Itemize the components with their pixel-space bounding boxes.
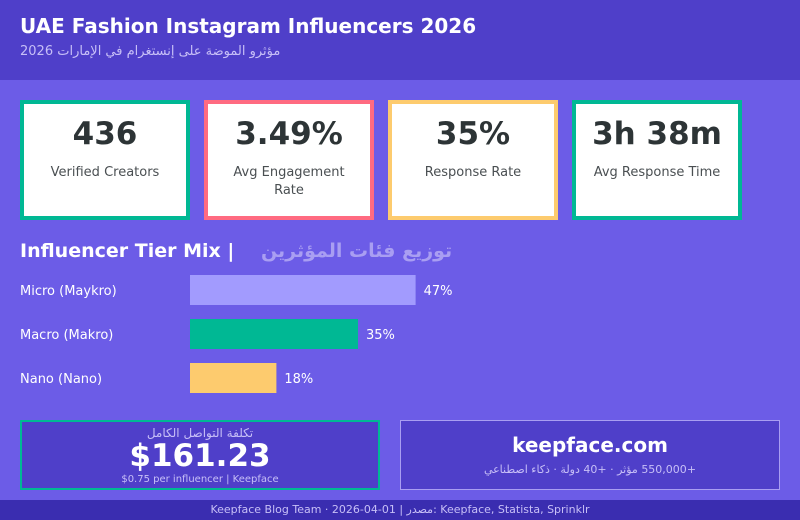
stat-card-response-time: 3h 38m Avg Response Time [572,100,742,220]
tier-bar [190,363,277,393]
page-title: UAE Fashion Instagram Influencers 2026 [20,14,477,38]
stat-card-response-rate: 35% Response Rate [388,100,558,220]
outreach-cost-box: تكلفة التواصل الكامل $161.23 $0.75 per i… [20,420,380,490]
stat-label: Avg Response Time [593,165,721,180]
tier-category-label: Micro (Maykro) [20,284,117,299]
cost-note: $0.75 per influencer | Keepface [121,474,279,485]
tier-value-label: 18% [284,372,313,387]
header-banner: UAE Fashion Instagram Influencers 2026 م… [0,0,800,80]
stat-card-engagement-rate: 3.49% Avg Engagement Rate [204,100,374,220]
stat-value: 436 [72,116,138,152]
stat-value: 35% [435,116,511,152]
tier-bar [190,275,416,305]
stat-label: Response Rate [424,165,522,180]
stat-label: Avg Engagement Rate [233,165,345,198]
tier-section-title: Influencer Tier Mix | توزيع فئات المؤثري… [20,240,452,262]
footer-credits: Keepface Blog Team · 2026-04-01 | مصدر: … [0,500,800,520]
page-subtitle-arabic: مؤثرو الموضة على إنستغرام في الإمارات 20… [20,44,281,59]
tier-bar-chart: Micro (Maykro) 47% Macro (Makro) 35% Nano (N… [20,275,453,393]
tier-bar [190,319,358,349]
stat-card-verified-creators: 436 Verified Creators [20,100,190,220]
tier-value-label: 47% [424,284,453,299]
cost-label: تكلفة التواصل الكامل [146,426,254,440]
brand-name: keepface.com [512,433,668,457]
brand-box: keepface.com +550,000 مؤثر · +40 دولة · … [400,420,780,490]
tier-category-label: Nano (Nano) [20,372,102,387]
brand-tagline: +550,000 مؤثر · +40 دولة · ذكاء اصطناعي [483,463,697,476]
tier-value-label: 35% [366,328,395,343]
tier-category-label: Macro (Makro) [20,328,113,343]
cost-value: $161.23 [129,438,271,474]
stat-value: 3.49% [235,116,343,152]
stat-label: Verified Creators [50,165,160,180]
tier-title-english: Influencer Tier Mix | [20,240,235,262]
stat-value: 3h 38m [592,116,722,152]
tier-title-arabic: توزيع فئات المؤثرين [260,240,453,262]
